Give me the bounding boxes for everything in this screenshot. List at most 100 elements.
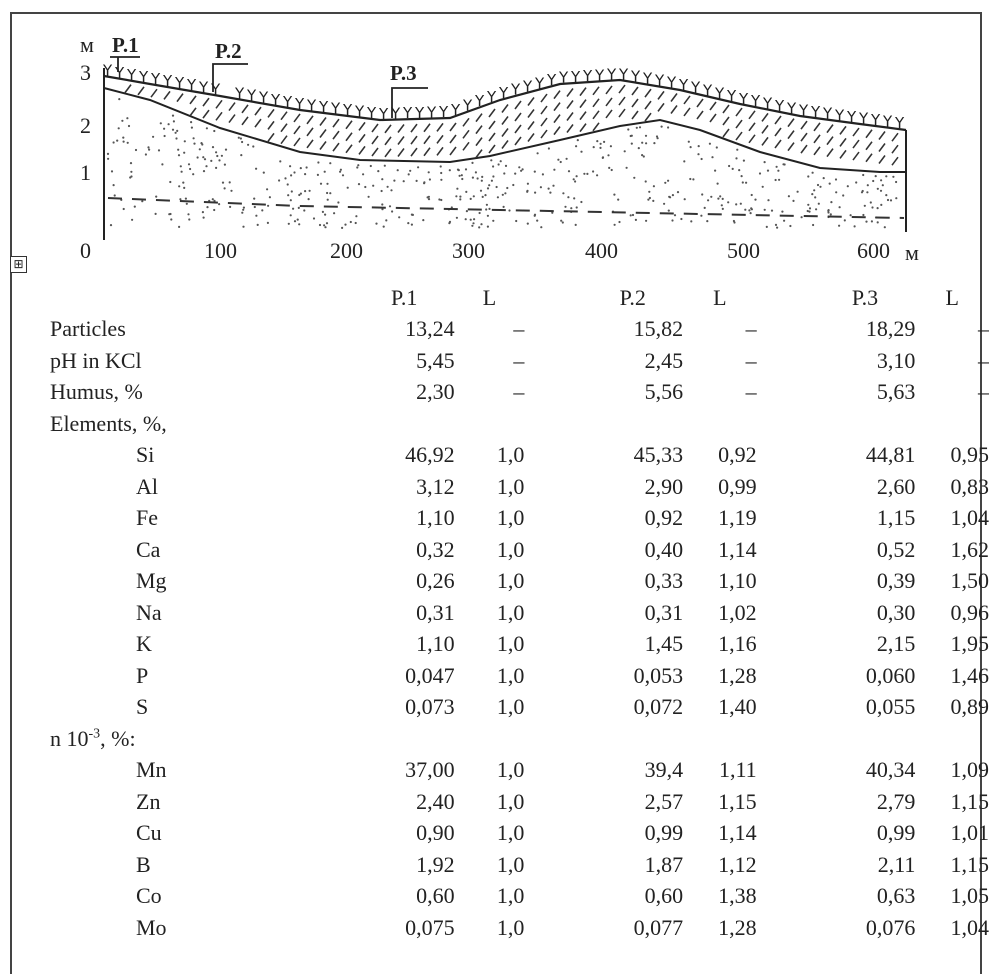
humus-hatch (553, 126, 561, 136)
humus-hatch (735, 119, 743, 129)
sand-dot (641, 154, 644, 157)
sand-dot (213, 208, 216, 212)
sand-dot (716, 182, 719, 185)
vegetation-mark: Y (414, 104, 425, 122)
sand-dot (287, 194, 290, 197)
humus-hatch (540, 129, 548, 139)
sand-dot (427, 195, 430, 198)
sand-dot (381, 203, 384, 206)
humus-hatch (826, 136, 834, 146)
sand-dot (808, 207, 812, 210)
value-cell: 5,63 (876, 379, 916, 405)
sand-dot (711, 156, 714, 159)
vegetation-mark: Y (330, 100, 341, 118)
sand-dot (357, 183, 361, 186)
sand-dot (402, 180, 405, 183)
sand-dot (205, 165, 208, 168)
vegetation-mark: Y (858, 110, 869, 128)
sand-dot (372, 184, 375, 187)
humus-hatch (813, 122, 821, 132)
sand-dot (481, 175, 484, 178)
sand-dot (253, 205, 256, 209)
sand-dot (885, 194, 888, 197)
sand-dot (630, 134, 633, 137)
sand-dot (319, 182, 323, 185)
sand-dot (427, 198, 431, 201)
sand-dot (215, 166, 218, 169)
row-label: Particles (50, 316, 126, 342)
humus-hatch (436, 134, 444, 144)
humus-hatch (735, 107, 743, 117)
sand-dot (113, 194, 116, 197)
row-label: Al (136, 473, 158, 499)
vegetation-mark: Y (822, 105, 833, 123)
sand-dot (745, 181, 748, 184)
humus-hatch (358, 145, 366, 155)
l-cell: 1,04 (950, 914, 989, 940)
l-cell: 1,09 (950, 757, 989, 783)
sand-dot (735, 157, 738, 160)
humus-hatch (410, 147, 418, 157)
l-cell: 1,12 (718, 851, 757, 877)
sand-dot (895, 197, 898, 200)
l-cell: 1,0 (496, 442, 525, 468)
axis-labels: м 3 2 1 0 100 200 300 400 500 600 м P.1 … (80, 32, 919, 265)
sand-dot (599, 142, 602, 145)
sand-dot (362, 173, 365, 176)
value-cell: 0,30 (876, 599, 916, 625)
humus-hatch (696, 110, 704, 120)
sand-dot (478, 211, 481, 215)
sand-dot (750, 193, 753, 197)
sand-dot (575, 175, 578, 178)
l-cell: 1,0 (496, 473, 525, 499)
sand-dot (377, 170, 380, 173)
row-label: Mo (136, 914, 167, 940)
humus-hatch (423, 147, 431, 157)
sand-dot (574, 223, 577, 226)
value-cell: 37,00 (405, 757, 455, 783)
sand-dot (148, 148, 151, 151)
sand-dot (341, 174, 345, 177)
sand-dot (228, 181, 231, 184)
l-cell: 1,15 (718, 788, 757, 814)
vegetation-mark: Y (714, 84, 725, 102)
sand-dot (122, 136, 125, 139)
sand-dot (106, 152, 110, 155)
sand-dot (202, 156, 205, 159)
humus-hatch (202, 109, 210, 119)
value-cell (532, 408, 683, 440)
humus-hatch (241, 116, 249, 126)
value-cell: 40,34 (865, 757, 916, 783)
l-cell: 0,89 (950, 694, 989, 720)
table-row: P 0,047 1,0 0,053 1,28 0,060 1,46 (50, 660, 989, 692)
humus-hatch (410, 123, 418, 133)
sand-dot (813, 189, 816, 192)
sand-dot (438, 198, 441, 201)
humus-hatch (254, 118, 262, 128)
sand-dot (719, 195, 722, 198)
sand-dot (190, 126, 193, 129)
sand-dot (567, 196, 570, 199)
header-l2: L (713, 284, 727, 310)
sand-dot (765, 225, 768, 228)
l-cell: 1,10 (718, 568, 757, 594)
sand-dot (130, 170, 133, 173)
sand-dot (224, 148, 228, 151)
move-cross-icon[interactable]: ⊞ (10, 256, 27, 273)
sand-dot (660, 125, 663, 128)
humus-hatch (553, 114, 561, 124)
sand-dot (731, 167, 734, 170)
sand-dot (455, 195, 458, 198)
sand-dot (196, 156, 199, 159)
sand-dot (827, 209, 830, 212)
humus-hatch (566, 124, 574, 134)
humus-hatch (644, 112, 652, 122)
sand-dot (391, 210, 394, 213)
vegetation-mark: Y (762, 95, 773, 113)
sand-dot (816, 183, 820, 187)
vegetation-mark: Y (570, 68, 581, 86)
sand-dot (749, 212, 752, 215)
vegetation-mark: Y (342, 101, 353, 119)
humus-hatch (826, 148, 834, 158)
sand-dot (154, 212, 157, 215)
